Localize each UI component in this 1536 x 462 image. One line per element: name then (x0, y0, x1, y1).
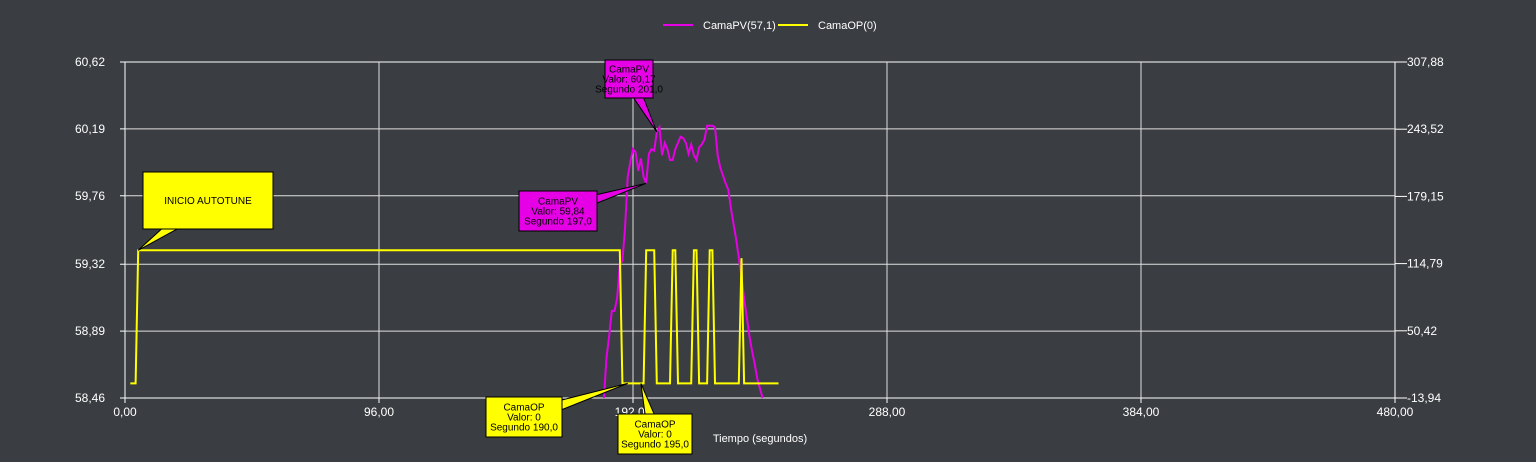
y2-tick-label: 307,88 (1407, 55, 1444, 69)
callout-text: CamaPV (538, 197, 578, 208)
callout-0: INICIO AUTOTUNE (137, 171, 274, 251)
callout-text: Valor: 59,84 (531, 207, 585, 218)
x-tick-label: 96,00 (364, 405, 394, 419)
x-tick-label: 480,00 (1377, 405, 1414, 419)
callout-text: INICIO AUTOTUNE (164, 196, 252, 207)
callout-text: Segundo 195,0 (621, 440, 689, 451)
callout-text: Segundo 201,0 (595, 85, 663, 96)
callout-text: Segundo 190,0 (490, 423, 558, 434)
x-tick-label: 0,00 (113, 405, 137, 419)
callout-fill (487, 398, 561, 436)
callout-fill (606, 61, 652, 97)
callout-text: CamaOP (634, 420, 675, 431)
y2-tick-label: -13,94 (1407, 391, 1441, 405)
callout-text: CamaOP (503, 403, 544, 414)
legend-pv-label: CamaPV(57,1) (703, 20, 776, 32)
y2-tick-label: 243,52 (1407, 122, 1444, 136)
callout-text: Valor: 0 (507, 413, 541, 424)
callout-fill (619, 415, 691, 453)
series-lines (130, 124, 779, 399)
legend: CamaPV(57,1) CamaOP(0) (663, 20, 877, 32)
x-tick-label: 288,00 (869, 405, 906, 419)
callout-text: CamaPV (609, 65, 649, 76)
y2-tick-label: 114,79 (1407, 257, 1443, 271)
y-tick-label: 60,19 (75, 122, 105, 136)
x-axis-title: Tiempo (segundos) (713, 433, 807, 445)
x-tick-label: 384,00 (1123, 405, 1160, 419)
series-line-camaop (130, 249, 779, 385)
y-tick-label: 58,46 (75, 391, 105, 405)
callout-text: Valor: 60,17 (602, 75, 656, 86)
callout-fill (520, 192, 596, 230)
y-tick-label: 59,32 (75, 257, 105, 271)
callout-text: Valor: 0 (638, 430, 672, 441)
grid-lines (124, 61, 1396, 399)
axis-labels: 0,00 96,00 192,00 288,00 384,00 480,0058,4658… (75, 55, 1444, 419)
legend-op-label: CamaOP(0) (818, 20, 877, 32)
callout-text: Segundo 197,0 (524, 217, 592, 228)
y-tick-label: 60,62 (75, 55, 105, 69)
y2-tick-label: 179,15 (1407, 189, 1444, 203)
series-line-camapv (602, 124, 764, 399)
plot-border (124, 61, 1396, 399)
callout-fill (144, 173, 272, 228)
y-tick-label: 59,76 (75, 189, 105, 203)
y-tick-label: 58,89 (75, 324, 105, 338)
y2-tick-label: 50,42 (1407, 324, 1437, 338)
